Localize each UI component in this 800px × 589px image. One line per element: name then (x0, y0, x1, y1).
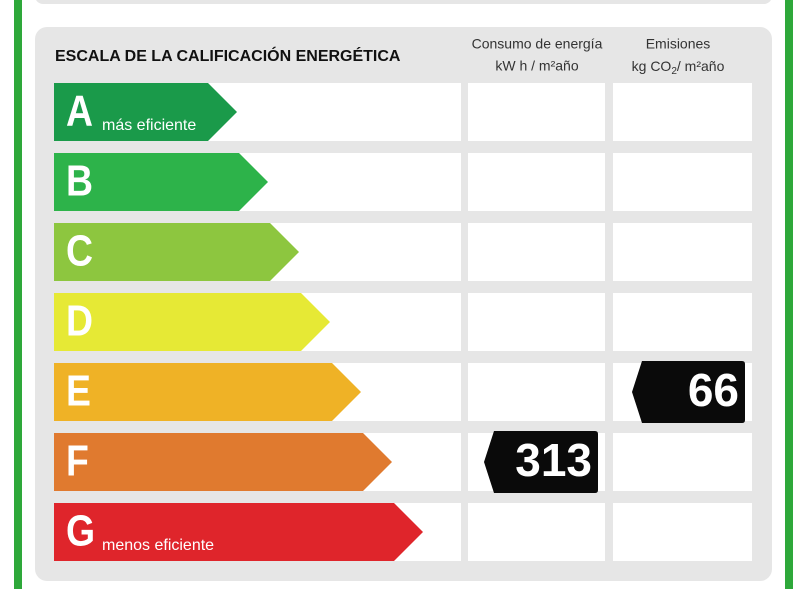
rating-letter: G (66, 506, 95, 556)
emissions-cell (613, 153, 752, 211)
energy-cell (468, 83, 605, 141)
rating-arrow (54, 223, 299, 281)
rating-caption: menos eficiente (102, 537, 214, 554)
energy-header: Consumo de energía (472, 36, 603, 52)
rating-arrow (54, 433, 392, 491)
rating-caption: más eficiente (102, 117, 196, 134)
unit-a: kg CO (632, 58, 672, 74)
rating-letter: E (66, 366, 91, 416)
emissions-cell (613, 223, 752, 281)
value-badge (632, 361, 745, 423)
emissions-unit: kg CO2/ m²año (632, 58, 725, 77)
rating-arrow (54, 153, 268, 211)
unit-sub: 2 (671, 66, 677, 77)
emissions-cell (613, 503, 752, 561)
rating-arrow (54, 363, 361, 421)
energy-cell (468, 503, 605, 561)
unit-b: / m²año (677, 58, 725, 74)
value-label: 66 (688, 364, 739, 416)
rating-letter: F (66, 436, 89, 486)
emissions-cell (613, 293, 752, 351)
title: ESCALA DE LA CALIFICACIÓN ENERGÉTICA (55, 46, 401, 65)
rating-letter: B (66, 156, 93, 206)
rating-arrow (54, 83, 237, 141)
value-badge (484, 431, 598, 493)
emissions-cell (613, 83, 752, 141)
emissions-cell (613, 433, 752, 491)
frame-left (14, 0, 22, 589)
top-panel (36, 0, 771, 4)
energy-unit: kW h / m²año (495, 58, 578, 74)
rating-arrow (54, 293, 330, 351)
rating-arrow (54, 503, 423, 561)
value-label: 313 (515, 434, 592, 486)
energy-cell (468, 293, 605, 351)
energy-cell (468, 153, 605, 211)
energy-cell (468, 363, 605, 421)
rating-letter: C (66, 226, 93, 276)
emissions-header: Emisiones (646, 36, 711, 52)
frame-right (785, 0, 793, 589)
energy-cell (468, 223, 605, 281)
rating-letter: D (66, 296, 93, 346)
rating-letter: A (66, 86, 93, 136)
